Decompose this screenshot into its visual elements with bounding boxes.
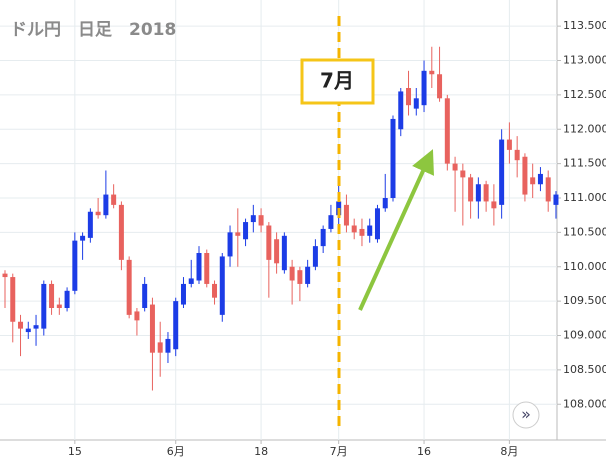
candle-body bbox=[429, 70, 435, 75]
y-tick-label: 109.000 bbox=[563, 329, 606, 342]
y-tick-label: 111.000 bbox=[563, 191, 606, 204]
candle-body bbox=[297, 270, 303, 284]
candle-body bbox=[413, 98, 419, 109]
candle-body bbox=[188, 278, 194, 284]
candle-body bbox=[18, 321, 24, 329]
candle-body bbox=[305, 266, 311, 284]
candle-body bbox=[118, 204, 124, 260]
chart-title: ドル円 日足 2018 bbox=[10, 20, 176, 40]
candle-body bbox=[2, 273, 8, 278]
y-tick-label: 110.500 bbox=[563, 225, 606, 238]
annotation-box bbox=[300, 58, 375, 105]
candle-body bbox=[545, 177, 551, 202]
candle-body bbox=[149, 304, 155, 353]
x-tick-label: 6月 bbox=[167, 445, 185, 458]
candle-body bbox=[173, 301, 179, 350]
candle-body bbox=[72, 240, 78, 291]
candle-body bbox=[320, 228, 326, 247]
candle-body bbox=[421, 70, 427, 106]
candle-body bbox=[460, 170, 466, 178]
candle-body bbox=[49, 283, 55, 308]
x-tick-label: 7月 bbox=[330, 445, 348, 458]
x-tick-label: 8月 bbox=[500, 445, 518, 458]
candle-body bbox=[312, 246, 318, 267]
candle-body bbox=[328, 215, 334, 229]
candle-body bbox=[126, 259, 132, 315]
y-tick-label: 109.500 bbox=[563, 294, 606, 307]
candle-body bbox=[56, 304, 62, 308]
candle-body bbox=[475, 184, 481, 202]
candle-body bbox=[227, 232, 233, 257]
candle-body bbox=[522, 156, 528, 195]
candle-body bbox=[452, 163, 458, 171]
candle-body bbox=[491, 201, 497, 209]
x-tick-label: 15 bbox=[68, 445, 82, 458]
y-tick-label: 110.000 bbox=[563, 260, 606, 273]
candle-body bbox=[134, 311, 140, 321]
candle-body bbox=[219, 256, 225, 315]
x-tick-label: 16 bbox=[417, 445, 431, 458]
candle-body bbox=[343, 204, 349, 226]
y-tick-label: 112.500 bbox=[563, 88, 606, 101]
candle-body bbox=[499, 139, 505, 205]
button-label[interactable]: » bbox=[521, 405, 531, 424]
candle-body bbox=[235, 232, 241, 236]
candle-body bbox=[25, 328, 31, 333]
annotation-text: 7月 bbox=[320, 69, 354, 93]
candle-body bbox=[444, 98, 450, 164]
candle-body bbox=[398, 91, 404, 130]
trend-arrow bbox=[358, 149, 434, 311]
y-tick-label: 108.500 bbox=[563, 363, 606, 376]
candle-body bbox=[250, 215, 256, 223]
scroll-button[interactable]: » bbox=[512, 401, 540, 429]
candle-body bbox=[382, 198, 388, 209]
candle-body bbox=[64, 290, 70, 308]
candle-body bbox=[258, 215, 264, 226]
candle-body bbox=[103, 194, 109, 216]
candle-body bbox=[87, 211, 93, 238]
candle-body bbox=[537, 173, 543, 185]
candle-body bbox=[374, 208, 380, 240]
candle-body bbox=[390, 118, 396, 198]
candle-body bbox=[142, 283, 148, 308]
candle-body bbox=[165, 338, 171, 353]
candle-body bbox=[406, 88, 412, 106]
y-tick-label: 113.500 bbox=[563, 19, 606, 32]
y-tick-label: 111.500 bbox=[563, 157, 606, 170]
button-circle[interactable] bbox=[512, 401, 540, 429]
candle-body bbox=[157, 342, 163, 353]
candle-body bbox=[351, 225, 357, 233]
candle-body bbox=[204, 253, 210, 284]
candle-body bbox=[289, 266, 295, 281]
candle-body bbox=[180, 283, 186, 305]
candle-body bbox=[111, 194, 117, 205]
candle-body bbox=[33, 325, 39, 329]
candle-body bbox=[483, 184, 489, 202]
candle-body bbox=[243, 222, 249, 240]
x-tick-label: 18 bbox=[254, 445, 268, 458]
candle-body bbox=[437, 74, 443, 99]
candle-body bbox=[95, 211, 101, 216]
y-tick-label: 108.000 bbox=[563, 397, 606, 410]
candle-body bbox=[212, 283, 218, 298]
candle-body bbox=[530, 177, 536, 185]
candle-body bbox=[367, 225, 373, 236]
y-tick-label: 113.000 bbox=[563, 54, 606, 67]
candle-body bbox=[553, 194, 559, 205]
candle-body bbox=[274, 239, 280, 264]
candle-body bbox=[281, 235, 287, 271]
candle-body bbox=[10, 277, 16, 322]
candle-body bbox=[80, 235, 86, 241]
candle-body bbox=[359, 228, 365, 236]
y-tick-label: 112.000 bbox=[563, 122, 606, 135]
candle-body bbox=[266, 225, 272, 260]
candle-body bbox=[196, 253, 202, 281]
candle-body bbox=[468, 177, 474, 202]
candle-body bbox=[41, 283, 47, 329]
candle-body bbox=[514, 149, 520, 161]
candle-body bbox=[506, 139, 512, 150]
